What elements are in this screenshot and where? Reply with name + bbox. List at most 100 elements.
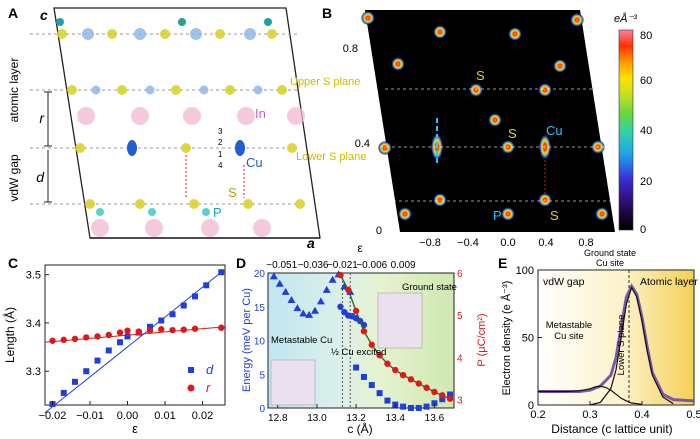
data-point-d	[192, 293, 198, 300]
data-point-p	[446, 395, 454, 402]
e-y-tick: 100	[516, 265, 534, 277]
data-point-energy-metastable-	[293, 304, 302, 312]
d-ticks: −0.051 −0.036 −0.021 −0.006 0.009 12.8 1…	[254, 260, 463, 424]
d-y-tick: 10	[254, 337, 266, 348]
e-region-layer: Atomic layer	[640, 276, 698, 288]
data-point-r	[146, 327, 154, 334]
data-point-r	[105, 331, 112, 339]
data-point-r	[71, 335, 79, 343]
density-peak	[391, 57, 405, 71]
phosphorus-atom	[178, 18, 186, 26]
d-y2-tick: 5	[457, 311, 463, 322]
d-label: d	[36, 169, 45, 185]
data-point-r	[94, 333, 101, 340]
panel-b-letter: B	[322, 5, 332, 21]
colorbar-ticks: 80 60 40 20 0	[640, 30, 652, 236]
density-curve-total	[538, 283, 695, 403]
d-top-tick: 0.009	[391, 260, 416, 271]
e-x-tick: 0.5	[686, 409, 700, 421]
data-point-energy-ground-state-	[439, 396, 446, 403]
sulfur-atom	[107, 29, 117, 39]
c-x-tick: 0.00	[117, 410, 138, 422]
data-point-energy-ground-state-	[360, 373, 367, 380]
data-point-r	[124, 327, 131, 334]
data-point-p	[423, 384, 430, 391]
panel-c: C −0.02 −0.01 0.00 0.01 0.02 3.5 3.4 3.3…	[2, 255, 226, 436]
data-point-p	[392, 366, 399, 374]
density-peak	[361, 11, 375, 25]
sulfur-atom	[85, 199, 95, 209]
sulfur-atom	[215, 29, 225, 39]
b-x-tick: 0.4	[538, 237, 553, 249]
data-point-energy-metastable-	[269, 272, 278, 280]
data-point-p	[407, 376, 415, 383]
copper-density	[91, 85, 101, 95]
data-point-energy-metastable-	[316, 297, 325, 305]
legend-r-marker	[187, 384, 195, 392]
b-y-ticks: 0.8 0.4 0	[343, 43, 382, 237]
data-point-energy-ground-state-	[376, 390, 383, 397]
d-y-tick: 20	[254, 269, 266, 280]
e-annot-ground: Ground state Cu site	[583, 248, 637, 268]
b-y-tick: 0.8	[343, 43, 358, 55]
d-top-tick: −0.006	[356, 260, 387, 271]
data-point-energy-ground-state-	[353, 364, 360, 371]
sulfur-atom	[287, 143, 297, 153]
p-peak-label: P	[493, 208, 502, 223]
colorbar-tick: 20	[640, 176, 652, 188]
data-point-r	[158, 326, 165, 333]
phosphorus-atom	[202, 208, 210, 216]
phosphorus-atom	[264, 18, 272, 26]
d-y2-tick: 3	[457, 396, 463, 407]
d-x-tick: 12.8	[268, 413, 288, 424]
d-annot-ground: Ground state	[402, 282, 457, 293]
data-point-energy-ground-state-	[423, 403, 430, 410]
data-point-p	[376, 352, 383, 359]
density-peak	[433, 25, 447, 39]
colorbar-tick: 40	[640, 125, 652, 137]
legend-d-marker	[188, 367, 194, 373]
data-point-r	[191, 325, 199, 332]
e-annot-ground-box: Ground state Cu site	[583, 248, 637, 268]
indium-atom	[131, 107, 149, 125]
d-y-tick: 0	[259, 404, 265, 415]
in-label: In	[255, 106, 266, 121]
d-plot-area	[269, 270, 454, 411]
data-point-energy-metastable-	[299, 309, 308, 317]
d-top-tick: −0.021	[327, 260, 358, 271]
density-peak	[501, 207, 515, 221]
data-point-r	[169, 326, 176, 334]
data-point-r	[49, 337, 56, 344]
data-point-d	[124, 333, 131, 340]
data-point-energy-ground-state-	[400, 403, 407, 410]
cu-site-number: 1	[218, 150, 223, 159]
colorbar-tick: 0	[640, 224, 646, 236]
vdw-gap-label: vdW gap	[7, 154, 21, 202]
data-point-energy-ground-state-	[384, 397, 391, 404]
d-top-tick: −0.051	[266, 260, 297, 271]
r-label: r	[39, 110, 45, 126]
d-y-tick: 5	[259, 370, 265, 381]
cu-label: Cu	[246, 155, 263, 170]
data-point-energy-metastable-	[328, 275, 337, 283]
c-x-tick: −0.02	[39, 410, 67, 422]
copper-atom	[235, 140, 245, 156]
c-y-tick: 3.3	[26, 366, 41, 378]
phosphorus-atom	[96, 208, 104, 216]
sulfur-atom	[277, 85, 287, 95]
indium-atom	[287, 107, 305, 125]
lower-s-plane-label: Lower S plane	[296, 151, 366, 163]
cu-site-number: 3	[218, 127, 223, 136]
data-point-d	[83, 368, 90, 375]
panel-e-letter: E	[498, 255, 507, 271]
sulfur-atom	[67, 85, 77, 95]
data-point-d	[94, 357, 101, 364]
e-annot-meta: Metastable Cu site	[545, 320, 593, 342]
data-point-energy-ground-state-	[415, 405, 422, 411]
c-ticks: −0.02 −0.01 0.00 0.01 0.02 3.5 3.4 3.3	[26, 270, 214, 422]
panel-a: A c a r d atomic layer vdW gap In Cu S P…	[7, 5, 321, 251]
d-annot-metastable: Metastable Cu	[271, 335, 332, 346]
indium-atom	[183, 107, 201, 125]
legend-r-label: r	[206, 380, 211, 395]
